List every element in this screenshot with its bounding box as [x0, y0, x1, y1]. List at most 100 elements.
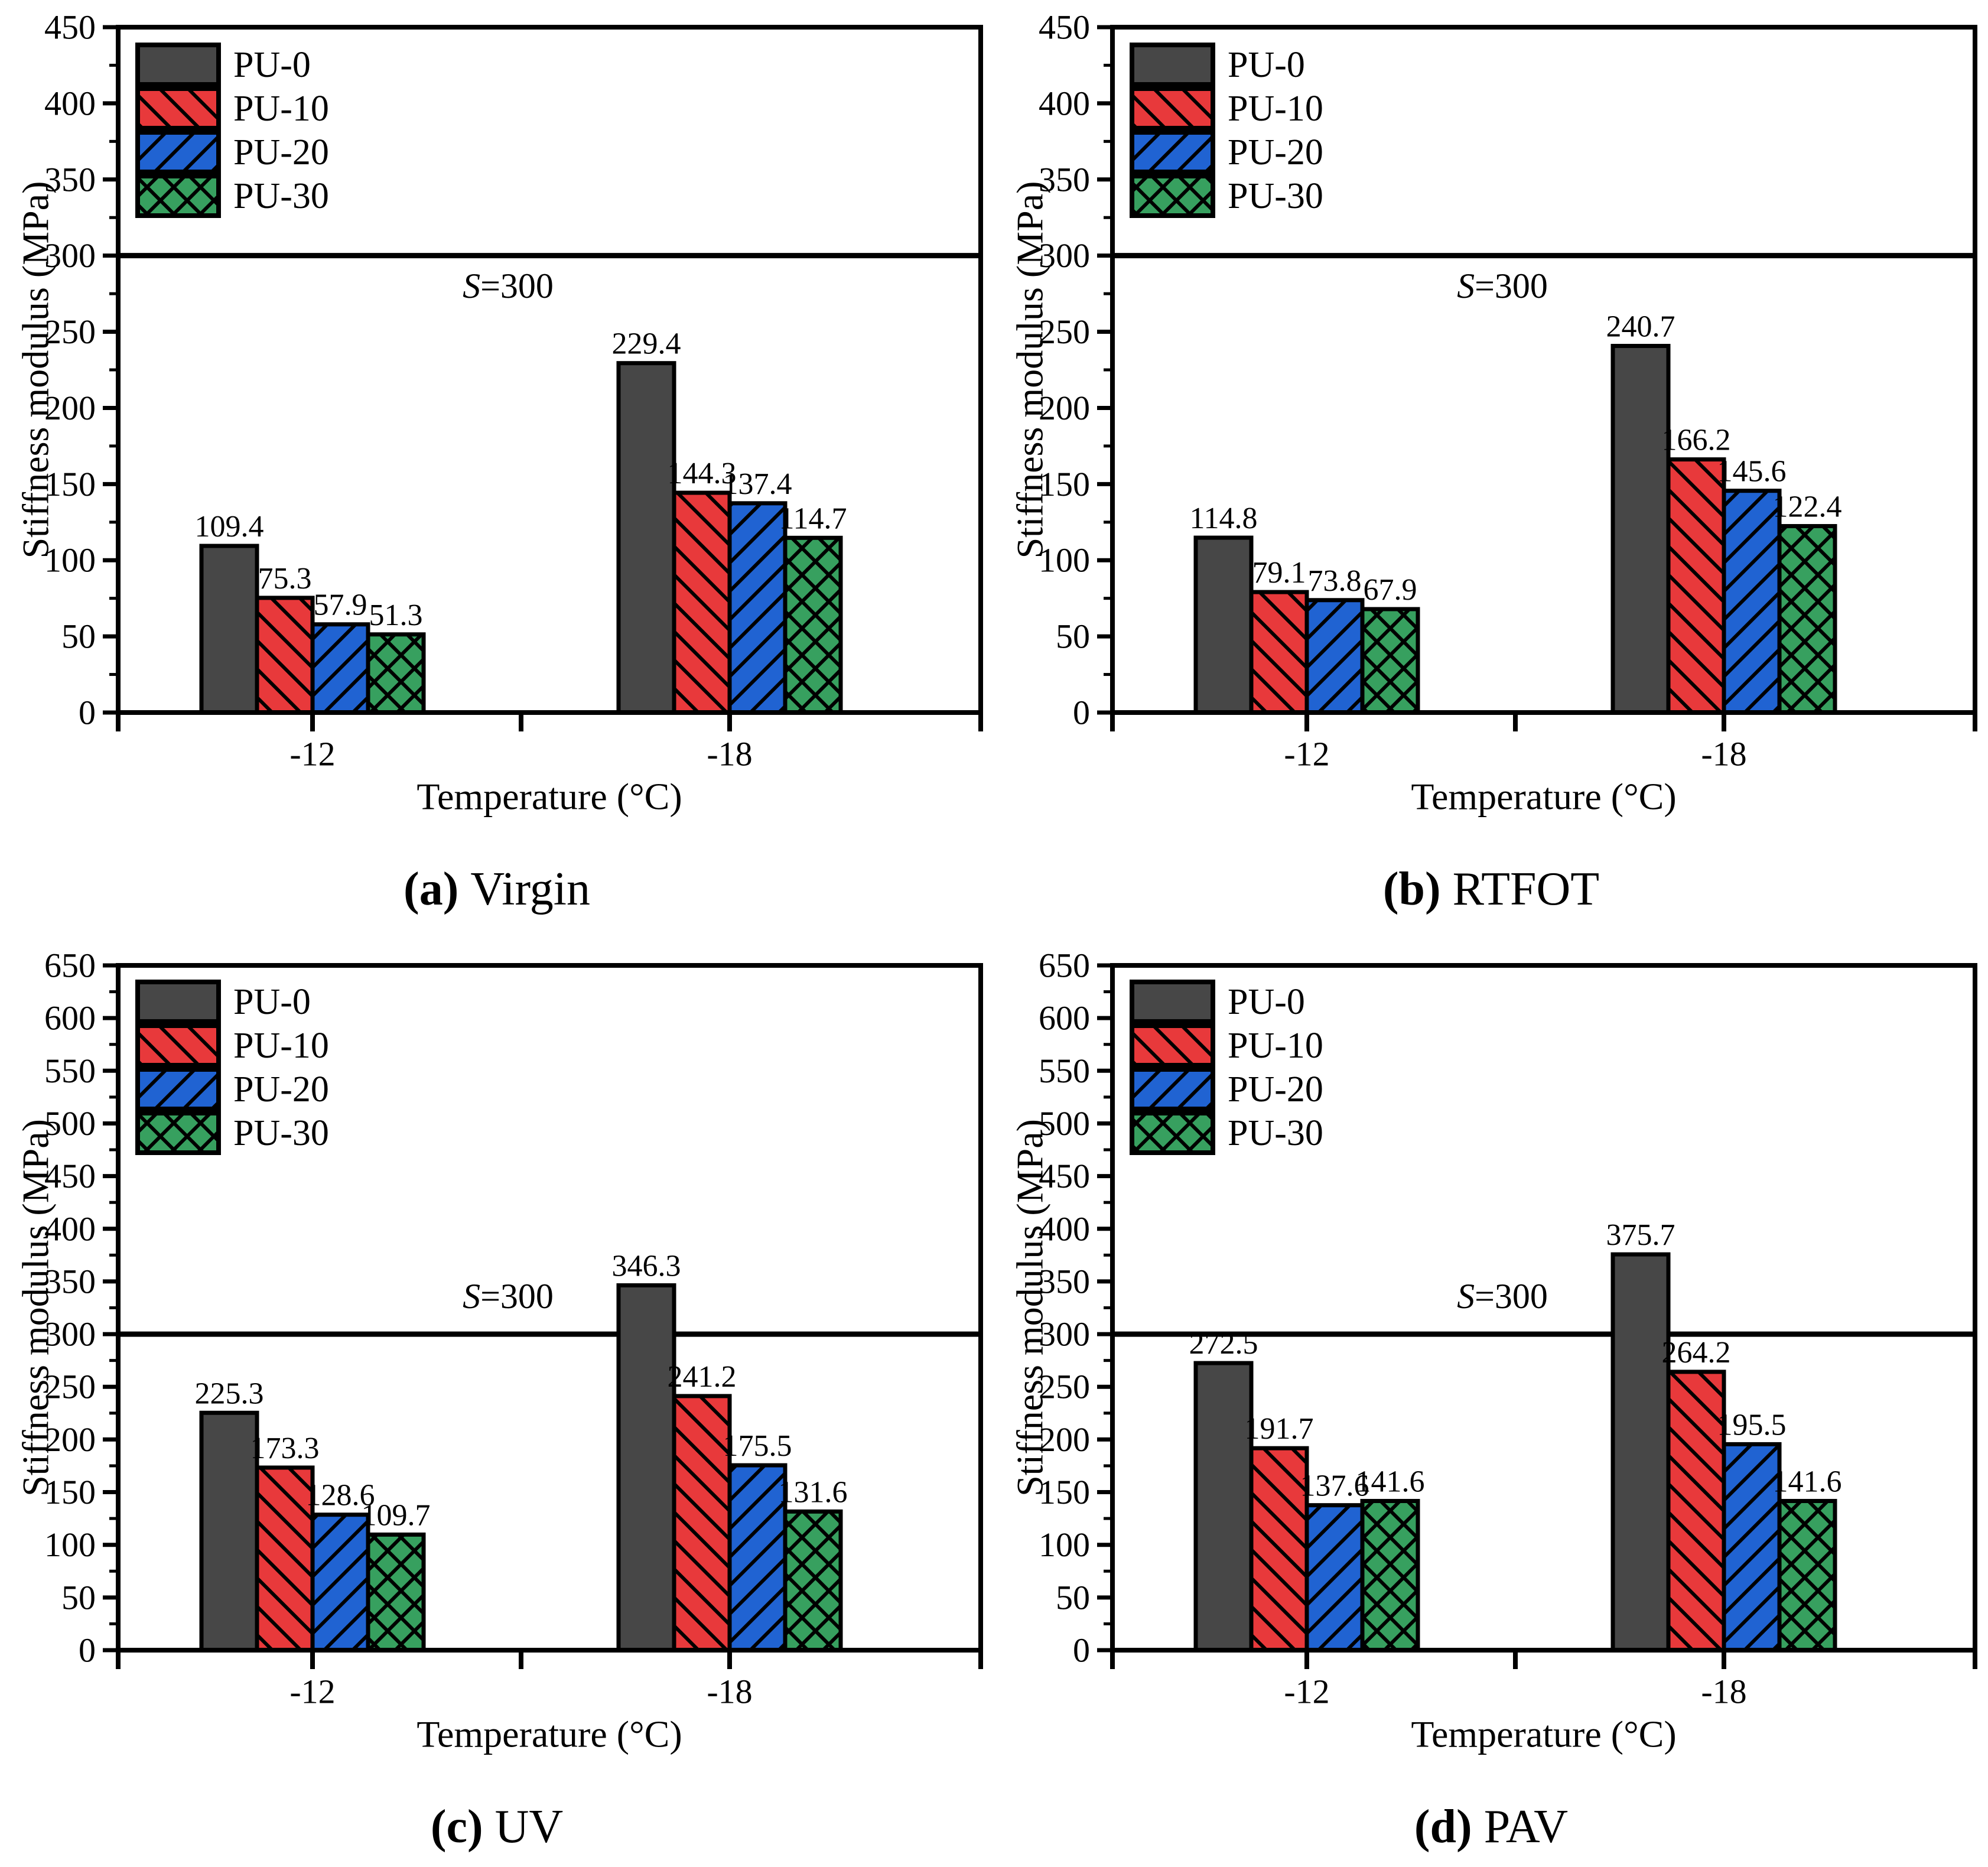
bar-PU-0--18	[619, 1285, 674, 1650]
bar-hatch-PU-10--12	[1251, 592, 1307, 713]
threshold-label: S=300	[463, 266, 554, 305]
bar-value-label-PU-0--12: 114.8	[1189, 502, 1257, 535]
x-tick-label--18: -18	[707, 735, 752, 773]
legend-swatch-outline-PU-10	[1130, 86, 1215, 131]
y-tick-label-350: 350	[44, 160, 96, 199]
y-tick-label-200: 200	[1039, 1420, 1090, 1459]
panel-caption-d: (d) PAV	[1414, 1801, 1568, 1853]
y-tick-label-100: 100	[1039, 541, 1090, 580]
bar-value-label-PU-0--18: 240.7	[1606, 310, 1675, 344]
y-tick-label-350: 350	[1039, 160, 1090, 199]
legend-swatch-hatch-PU-10	[138, 1026, 219, 1065]
legend-swatch-hatch-PU-20	[1132, 132, 1213, 172]
legend-label-PU-20: PU-20	[233, 1069, 329, 1110]
y-tick-label-300: 300	[1039, 236, 1090, 275]
x-tick-label--18: -18	[1701, 1673, 1746, 1711]
bar-value-label-PU-0--12: 225.3	[195, 1377, 264, 1410]
y-tick-label-300: 300	[44, 1315, 96, 1354]
legend-swatch-hatch-PU-10	[138, 89, 219, 128]
threshold-label: S=300	[1457, 266, 1548, 305]
y-tick-label-450: 450	[1039, 8, 1090, 47]
y-tick-label-450: 450	[44, 8, 96, 47]
bar-hatch-PU-30--12	[1362, 1501, 1418, 1650]
y-tick-label-650: 650	[1039, 946, 1090, 985]
bar-value-label-PU-30--18: 122.4	[1773, 490, 1842, 523]
bar-hatch-PU-30--12	[1362, 609, 1418, 713]
y-tick-label-600: 600	[1039, 999, 1090, 1037]
bar-value-label-PU-10--12: 79.1	[1252, 556, 1306, 590]
x-tick-label--12: -12	[1284, 1673, 1329, 1711]
legend-swatch-outline-PU-0	[135, 980, 221, 1024]
legend-label-PU-10: PU-10	[233, 89, 329, 129]
threshold-label: S=300	[1457, 1277, 1548, 1316]
legend-swatch-hatch-PU-20	[1132, 1069, 1213, 1109]
y-tick-label-0: 0	[79, 694, 96, 732]
legend-swatch-PU-0-solid-gray-swatch-icon	[138, 982, 219, 1022]
bar-value-label-PU-30--12: 51.3	[369, 599, 423, 632]
bar-hatch-PU-20--18	[1724, 1444, 1779, 1650]
threshold-label: S=300	[463, 1277, 554, 1316]
bar-hatch-PU-30--18	[785, 538, 841, 713]
y-axis-title: Stiffness modulus (MPa)	[1009, 1119, 1051, 1497]
legend-label-PU-0: PU-0	[233, 45, 311, 85]
y-tick-label-350: 350	[44, 1262, 96, 1300]
y-tick-label-150: 150	[44, 1473, 96, 1511]
legend-swatch-outline-PU-10	[135, 1023, 221, 1068]
legend-swatch-hatch-PU-10	[1132, 89, 1213, 128]
bar-PU-0--18	[1613, 1254, 1668, 1650]
y-axis-title: Stiffness modulus (MPa)	[15, 181, 57, 559]
y-tick-label-100: 100	[1039, 1526, 1090, 1564]
x-axis-title: Temperature (°C)	[1411, 776, 1676, 818]
y-tick-label-400: 400	[44, 1209, 96, 1248]
bar-value-label-PU-30--12: 109.7	[362, 1498, 431, 1532]
bar-hatch-PU-10--18	[1668, 459, 1724, 713]
legend-swatch-hatch-PU-20	[138, 1069, 219, 1109]
x-tick-label--12: -12	[289, 735, 335, 773]
legend-label-PU-10: PU-10	[233, 1026, 329, 1066]
bar-value-label-PU-30--12: 141.6	[1356, 1465, 1425, 1499]
y-tick-label-250: 250	[1039, 1368, 1090, 1406]
y-tick-label-0: 0	[79, 1631, 96, 1670]
bar-hatch-PU-20--18	[1724, 490, 1779, 713]
x-axis-title: Temperature (°C)	[1411, 1713, 1676, 1755]
legend-swatch-outline-PU-20	[1130, 1067, 1215, 1111]
y-tick-label-300: 300	[44, 236, 96, 275]
legend-label-PU-30: PU-30	[233, 176, 329, 216]
legend-label-PU-0: PU-0	[233, 982, 311, 1022]
legend-label-PU-30: PU-30	[233, 1113, 329, 1153]
legend-swatch-outline-PU-0	[1130, 43, 1215, 87]
x-tick-label--18: -18	[707, 1673, 752, 1711]
bar-hatch-PU-10--12	[257, 1467, 313, 1650]
bar-hatch-PU-20--12	[313, 624, 368, 713]
y-tick-label-250: 250	[44, 1368, 96, 1406]
y-tick-label-550: 550	[44, 1052, 96, 1090]
bar-hatch-PU-30--18	[1779, 1501, 1835, 1650]
y-tick-label-150: 150	[44, 465, 96, 503]
bar-value-label-PU-0--18: 375.7	[1606, 1218, 1675, 1252]
y-tick-label-150: 150	[1039, 1473, 1090, 1511]
legend-swatch-outline-PU-30	[135, 1111, 221, 1155]
x-tick-label--12: -12	[289, 1673, 335, 1711]
y-axis-title: Stiffness modulus (MPa)	[15, 1119, 57, 1497]
bar-hatch-PU-30--18	[1779, 526, 1835, 713]
y-tick-label-500: 500	[44, 1104, 96, 1143]
bar-value-label-PU-30--18: 141.6	[1773, 1465, 1842, 1499]
bar-value-label-PU-0--18: 346.3	[612, 1250, 681, 1283]
legend-swatch-outline-PU-30	[135, 174, 221, 218]
bar-value-label-PU-0--18: 229.4	[612, 327, 681, 361]
y-tick-label-250: 250	[44, 313, 96, 351]
y-tick-label-50: 50	[1056, 617, 1090, 656]
y-tick-label-650: 650	[44, 946, 96, 985]
legend-label-PU-0: PU-0	[1228, 45, 1305, 85]
y-tick-label-600: 600	[44, 999, 96, 1037]
bar-value-label-PU-10--18: 264.2	[1662, 1336, 1731, 1370]
bar-hatch-PU-20--18	[730, 503, 785, 713]
bar-hatch-PU-20--12	[313, 1514, 368, 1650]
bar-value-label-PU-10--12: 75.3	[258, 562, 312, 596]
bar-PU-0--12	[201, 545, 257, 713]
bar-value-label-PU-20--12: 57.9	[314, 588, 367, 622]
